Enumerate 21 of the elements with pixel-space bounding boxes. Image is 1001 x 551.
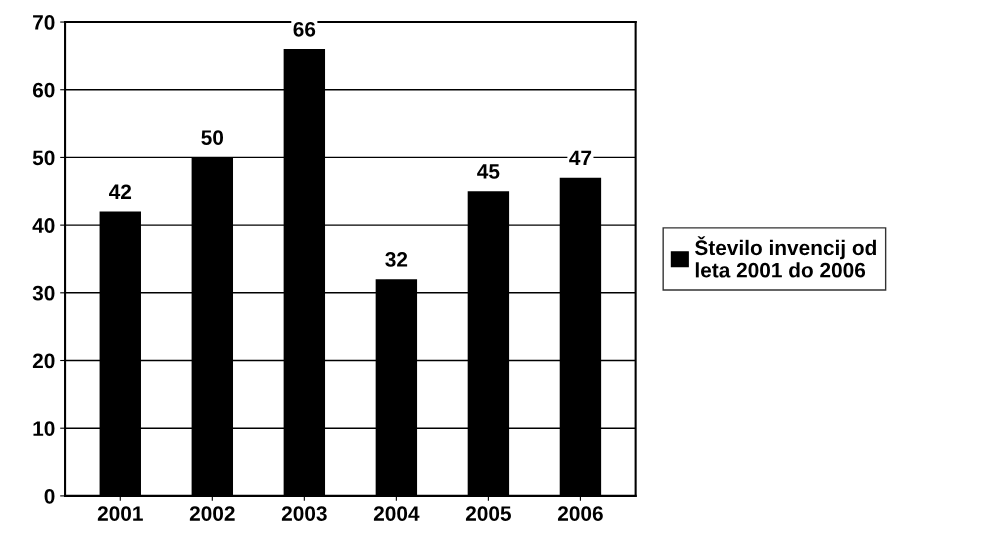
y-tick-label: 40 <box>32 218 55 233</box>
data-label: 45 <box>477 164 500 179</box>
y-tick-label: 30 <box>32 285 55 301</box>
y-tick-label: 20 <box>32 353 55 369</box>
data-label: 42 <box>109 184 132 199</box>
x-tick-label: 2003 <box>281 506 327 521</box>
data-label: 47 <box>569 150 592 166</box>
y-tick-label: 50 <box>32 150 55 166</box>
data-label: 32 <box>385 252 408 267</box>
legend-label: Število invencij od leta 2001 do 2006 <box>695 236 876 278</box>
data-label: 66 <box>293 21 316 37</box>
x-tick-label: 2004 <box>373 506 420 521</box>
x-tick-label: 2002 <box>189 506 235 521</box>
x-tick-label: 2005 <box>465 506 511 521</box>
data-label: 50 <box>201 130 224 145</box>
x-tick-label: 2006 <box>557 506 603 521</box>
y-tick-label: 60 <box>32 82 55 98</box>
y-tick-label: 10 <box>33 421 55 436</box>
x-tick-label: 2001 <box>97 506 143 521</box>
y-tick-label: 0 <box>44 488 55 504</box>
y-tick-label: 70 <box>33 15 55 30</box>
